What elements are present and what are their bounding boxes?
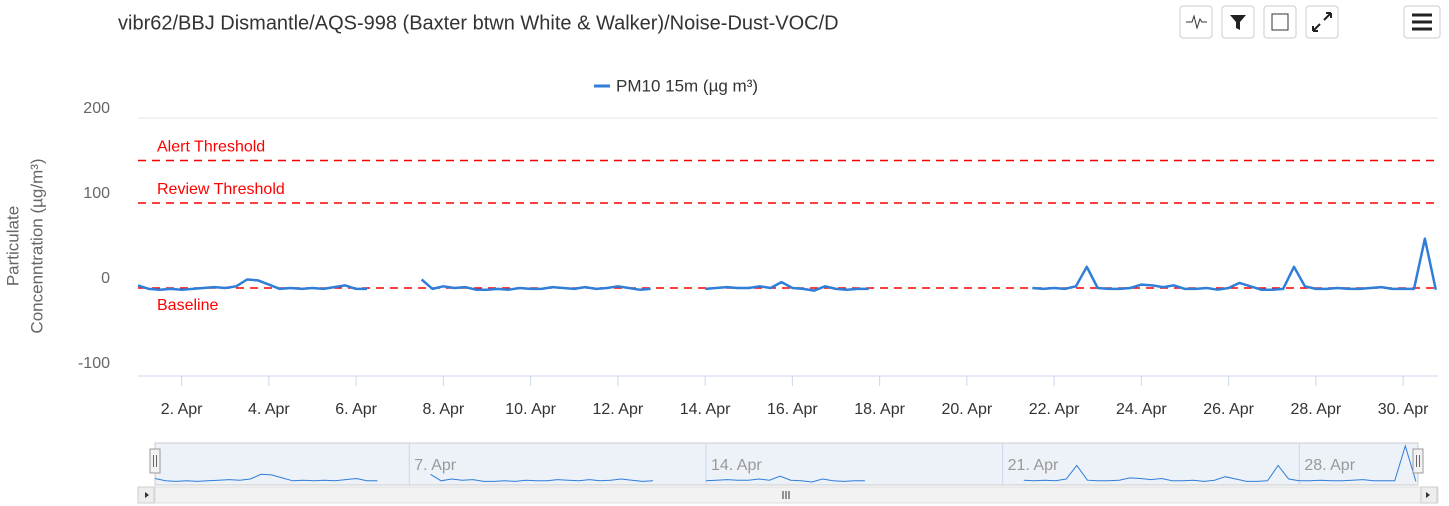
scroll-grip	[782, 491, 790, 499]
y-tick-label: 100	[83, 185, 110, 202]
button[interactable]	[1263, 5, 1297, 39]
x-tick-label: 30. Apr	[1378, 401, 1429, 418]
y-axis-title: Concenntration (µg/m³)	[27, 158, 46, 333]
handle-grip	[153, 455, 157, 467]
navigator-line	[154, 444, 1417, 483]
x-tick-label: 26. Apr	[1203, 401, 1254, 418]
navigator-tick-label: 7. Apr	[414, 457, 456, 474]
navigator-handle[interactable]	[149, 448, 161, 474]
x-tick-label: 14. Apr	[680, 401, 731, 418]
button[interactable]	[1305, 5, 1339, 39]
handle-grip	[1416, 455, 1420, 467]
x-tick-label: 20. Apr	[942, 401, 993, 418]
navigator-tick-label: 14. Apr	[711, 457, 762, 474]
threshold-label: Baseline	[157, 297, 218, 314]
x-tick-label: 4. Apr	[248, 401, 290, 418]
threshold-label: Alert Threshold	[157, 139, 265, 156]
icon	[1186, 14, 1207, 30]
icon	[1271, 13, 1289, 31]
x-tick-label: 2. Apr	[161, 401, 203, 418]
navigator-tick-label: 21. Apr	[1008, 457, 1059, 474]
y-tick-label: 200	[83, 100, 110, 117]
chart-title: vibr62/BBJ Dismantle/AQS-998 (Baxter btw…	[118, 12, 839, 34]
navigator-tick-label: 28. Apr	[1304, 457, 1355, 474]
x-tick-label: 24. Apr	[1116, 401, 1167, 418]
navigator	[137, 442, 1439, 504]
y-tick-label: -100	[78, 355, 110, 372]
x-tick-label: 6. Apr	[335, 401, 377, 418]
x-tick-label: 8. Apr	[422, 401, 464, 418]
x-tick-label: 18. Apr	[854, 401, 905, 418]
y-tick-label: 0	[101, 270, 110, 287]
icon	[1312, 12, 1332, 32]
toolbar	[1179, 5, 1441, 39]
series-line	[137, 237, 1438, 292]
threshold-label: Review Threshold	[157, 181, 285, 198]
x-tick-label: 16. Apr	[767, 401, 818, 418]
x-tick-label: 10. Apr	[505, 401, 556, 418]
x-tick-label: 28. Apr	[1291, 401, 1342, 418]
scrollbar[interactable]	[154, 486, 1439, 504]
icon	[1230, 15, 1246, 30]
x-tick-label: 12. Apr	[593, 401, 644, 418]
y-axis-title: Particulate	[3, 206, 22, 286]
legend-label: PM10 15m (µg m³)	[616, 76, 758, 95]
x-tick-label: 22. Apr	[1029, 401, 1080, 418]
navigator-handle[interactable]	[1412, 448, 1424, 474]
icon	[1412, 13, 1432, 31]
